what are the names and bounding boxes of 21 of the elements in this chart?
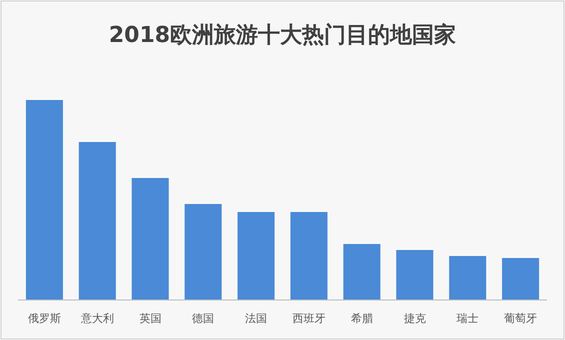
x-tick-label: 俄罗斯 [28,312,61,325]
chart-title: 2018欧洲旅游十大热门目的地国家 [108,22,456,48]
bar [184,204,222,300]
bar [78,142,116,300]
x-tick-label: 英国 [139,312,162,325]
x-tick-label: 意大利 [80,312,114,325]
bar [449,256,486,300]
x-tick-label: 法国 [245,312,268,325]
x-tick-label: 西班牙 [292,312,326,325]
bar [396,250,434,300]
bar [502,258,540,300]
x-tick-label: 葡萄牙 [504,312,538,325]
bar [132,178,169,300]
bar [343,244,380,300]
bar [26,100,63,300]
x-tick-label: 希腊 [350,312,373,325]
x-tick-label: 德国 [192,312,214,325]
x-tick-label: 瑞士 [456,312,479,325]
bar [290,212,328,300]
bar [238,212,275,300]
x-tick-label: 捷克 [404,312,426,325]
